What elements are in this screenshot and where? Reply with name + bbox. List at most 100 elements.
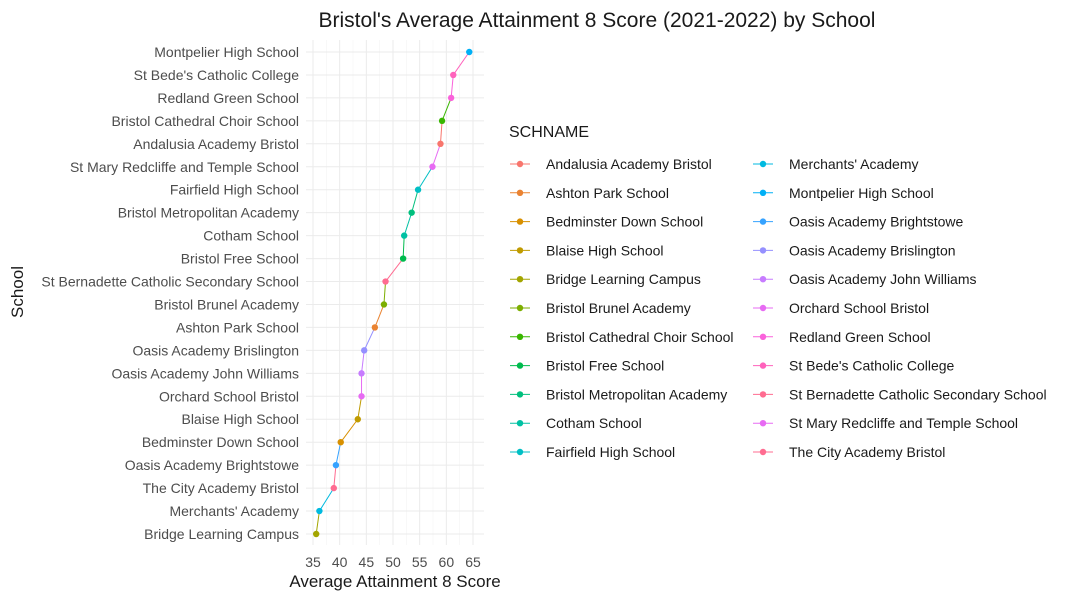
legend-key-point (759, 276, 767, 283)
y-tick-label: St Mary Redcliffe and Temple School (70, 159, 299, 175)
y-tick-label: Merchants' Academy (169, 503, 299, 519)
legend-key-point (516, 247, 524, 254)
series-line-segment (452, 51, 470, 76)
legend-entry: Orchard School Bristol (753, 300, 929, 316)
legend-entry: Bridge Learning Campus (510, 271, 701, 287)
legend-title: SCHNAME (509, 124, 589, 141)
y-tick-label: Bristol Metropolitan Academy (118, 205, 299, 221)
legend-label: Oasis Academy Brightstowe (789, 214, 964, 230)
y-tick-label: Bristol Brunel Academy (154, 296, 299, 312)
series-line-segment (417, 166, 433, 190)
legend-entry: Redland Green School (753, 329, 931, 345)
legend-label: Bridge Learning Campus (546, 271, 701, 287)
legend-entry: Oasis Academy John Williams (753, 271, 977, 287)
legend-label: The City Academy Bristol (789, 444, 945, 460)
series-line-segment (450, 74, 454, 98)
legend-label: Oasis Academy Brislington (789, 242, 956, 258)
series-line-segment (340, 418, 359, 443)
series-line-segment (411, 189, 419, 213)
legend-label: Cotham School (546, 415, 642, 431)
legend-key-point (516, 189, 524, 196)
legend-label: Bristol Metropolitan Academy (546, 386, 727, 402)
legend-entry: Ashton Park School (510, 185, 669, 201)
data-point (358, 370, 365, 377)
legend-label: Bedminster Down School (546, 214, 703, 230)
legend-key-point (759, 160, 767, 168)
chart-title: Bristol's Average Attainment 8 Score (20… (319, 9, 876, 32)
legend-entry: Merchants' Academy (753, 156, 919, 172)
legend-label: Andalusia Academy Bristol (546, 156, 712, 172)
y-axis-title: School (8, 266, 27, 318)
series-line-segment (333, 465, 337, 489)
x-axis-title: Average Attainment 8 Score (289, 572, 500, 591)
legend-key-point (516, 362, 524, 369)
data-point (401, 232, 408, 239)
y-tick-label: Bridge Learning Campus (144, 526, 299, 542)
y-tick-label: Montpelier High School (154, 44, 299, 60)
y-tick-label: Oasis Academy Brightstowe (125, 457, 300, 473)
legend-key-point (759, 304, 767, 312)
x-tick-label: 60 (439, 554, 455, 570)
series-line-segment (318, 487, 335, 512)
series-line-segment (374, 304, 385, 328)
legend-label: Bristol Brunel Academy (546, 300, 691, 316)
legend-key-point (516, 333, 524, 340)
series-line-segment (335, 442, 342, 466)
legend-label: Fairfield High School (546, 444, 675, 460)
plot-area: 35 40 45 50 55 60 65 Bridge Learning Campus Merc… (41, 40, 484, 570)
data-point (337, 438, 344, 446)
data-point (313, 530, 320, 538)
legend-key-point (759, 391, 767, 398)
legend-entry: St Bede's Catholic College (753, 358, 955, 374)
data-point (330, 484, 337, 492)
data-point (414, 186, 422, 193)
legend-entry: Oasis Academy Brislington (753, 242, 956, 258)
legend-key-point (759, 333, 767, 340)
y-tick-label: St Bede's Catholic College (134, 67, 300, 83)
legend-entry: Bristol Free School (510, 358, 664, 374)
data-point (371, 324, 379, 331)
y-tick-label: Orchard School Bristol (159, 388, 299, 404)
legend-key-point (516, 448, 524, 456)
series-line-segment (441, 97, 452, 122)
series-line-segment (315, 510, 320, 535)
legend-label: Bristol Free School (546, 358, 664, 374)
legend-key-point (516, 420, 524, 427)
y-tick-label: Cotham School (203, 228, 299, 244)
y-tick-label: St Bernadette Catholic Secondary School (41, 274, 299, 290)
legend-label: Orchard School Bristol (789, 300, 929, 316)
y-tick-label: Bedminster Down School (142, 434, 299, 450)
series-line-segment (385, 258, 404, 282)
legend-key-point (759, 218, 767, 225)
legend-entry: Bedminster Down School (510, 214, 703, 230)
legend-label: St Mary Redcliffe and Temple School (789, 415, 1018, 431)
legend-key-point (759, 247, 767, 254)
data-point (408, 209, 415, 216)
data-point (358, 393, 365, 400)
y-tick-label: Andalusia Academy Bristol (133, 136, 299, 152)
legend-label: Ashton Park School (546, 185, 669, 201)
series-line-segment (357, 396, 363, 420)
legend-key-point (516, 218, 524, 225)
data-point (438, 117, 446, 125)
x-tick-label: 40 (332, 554, 348, 570)
legend-entry: Fairfield High School (510, 444, 675, 460)
x-tick-label: 45 (359, 554, 375, 570)
series-line-segment (363, 327, 376, 351)
data-point (354, 416, 361, 423)
legend-entry: Oasis Academy Brightstowe (753, 214, 964, 230)
legend-entry: Bristol Cathedral Choir School (510, 329, 734, 345)
data-point (332, 461, 340, 469)
data-point (399, 255, 407, 262)
legend-entry: Andalusia Academy Bristol (510, 156, 712, 172)
x-tick-label: 65 (465, 554, 481, 570)
data-point (447, 94, 455, 102)
legend-key-point (516, 160, 524, 168)
data-point (466, 48, 473, 56)
y-tick-label: Redland Green School (157, 90, 299, 106)
data-point (361, 347, 368, 354)
legend-label: Blaise High School (546, 242, 664, 258)
y-tick-label: Ashton Park School (176, 319, 299, 335)
data-point (382, 278, 389, 285)
